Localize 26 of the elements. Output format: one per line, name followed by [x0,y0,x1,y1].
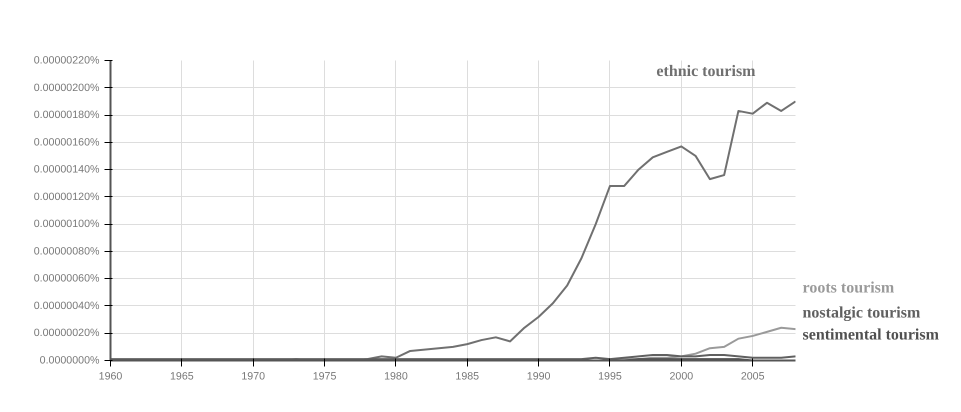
x-tick-label: 2000 [669,370,694,382]
y-tick-label: 0.00000220% [34,54,100,66]
x-tick-label: 1975 [312,370,336,382]
y-tick-label: 0.00000200% [34,82,100,94]
x-tick-label: 1980 [384,370,408,382]
x-tick-label: 1985 [455,370,480,382]
x-tick-label: 1990 [526,370,551,382]
x-tick-label: 1970 [241,370,266,382]
y-tick-label: 0.00000120% [34,190,100,203]
x-tick-label: 1995 [598,370,622,382]
y-tick-label: 0.00000140% [34,164,100,176]
series-label: ethnic tourism [656,62,756,80]
y-tick-label: 0.00000160% [34,136,100,148]
y-tick-label: 0.00000020% [34,327,100,340]
y-tick-label: 0.00000180% [34,109,100,122]
y-tick-label: 0.00000100% [34,218,100,230]
x-tick-label: 1965 [170,370,194,382]
text: nostalgic tourism [802,304,921,322]
y-tick-label: 0.00000060% [34,272,100,285]
y-tick-label: 0.00000080% [34,245,100,258]
text: roots tourism [802,279,895,296]
y-tick-label: 0.0000000% [40,354,100,366]
series-label: sentimental tourism [802,326,940,344]
x-tick-label: 1960 [98,370,122,382]
y-tick-label: 0.00000040% [34,300,100,312]
x-tick-label: 2005 [740,370,765,382]
